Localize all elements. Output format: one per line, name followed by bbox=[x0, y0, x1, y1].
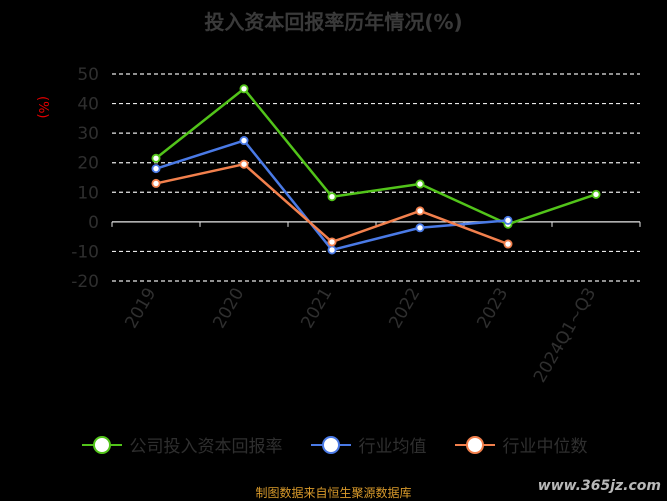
data-point-0 bbox=[327, 192, 337, 202]
legend-label-industry-mean: 行业均值 bbox=[358, 437, 427, 457]
data-point-2 bbox=[327, 237, 337, 247]
chart-title: 投入资本回报率历年情况(%) bbox=[204, 10, 463, 34]
series-line-2 bbox=[155, 162, 509, 246]
y-tick-label: 40 bbox=[77, 95, 99, 115]
data-point-0 bbox=[591, 189, 601, 199]
data-point-2 bbox=[239, 159, 249, 169]
legend-marker-industry-mean-icon bbox=[310, 435, 351, 454]
footer-source: 制图数据来自恒生聚源数据库 bbox=[255, 486, 412, 500]
data-point-1 bbox=[503, 215, 513, 225]
data-point-0 bbox=[415, 179, 425, 189]
y-tick-label: -10 bbox=[71, 242, 99, 262]
x-tick-label: 2021 bbox=[297, 285, 336, 332]
data-point-0 bbox=[239, 84, 249, 94]
legend-marker-company-icon bbox=[81, 435, 122, 454]
watermark: www.365jz.com bbox=[537, 478, 661, 494]
data-point-1 bbox=[415, 223, 425, 233]
y-tick-label: 30 bbox=[77, 124, 99, 144]
y-tick-label: 10 bbox=[77, 183, 99, 203]
data-point-2 bbox=[415, 206, 425, 216]
data-point-1 bbox=[151, 164, 161, 174]
y-tick-label: 20 bbox=[77, 154, 99, 174]
data-point-0 bbox=[151, 153, 161, 163]
x-tick-label: 2019 bbox=[121, 285, 160, 332]
data-point-1 bbox=[327, 245, 337, 255]
legend-item-company[interactable]: 公司投入资本回报率 bbox=[80, 432, 283, 457]
legend-item-industry-mean[interactable]: 行业均值 bbox=[309, 432, 427, 457]
data-point-1 bbox=[239, 136, 249, 146]
x-tick-label: 2022 bbox=[385, 285, 424, 332]
y-tick-label: 50 bbox=[77, 65, 99, 85]
legend-label-industry-median: 行业中位数 bbox=[502, 437, 588, 457]
x-tick-label: 2024Q1~Q3 bbox=[530, 285, 600, 387]
x-tick-label: 2023 bbox=[473, 285, 512, 332]
legend-label-company: 公司投入资本回报率 bbox=[129, 437, 283, 457]
x-tick-label: 2020 bbox=[209, 285, 248, 332]
data-point-2 bbox=[503, 239, 513, 249]
legend-marker-industry-median-icon bbox=[454, 435, 495, 454]
legend-item-industry-median[interactable]: 行业中位数 bbox=[453, 432, 588, 457]
y-tick-label: -20 bbox=[71, 272, 99, 292]
y-tick-label: 0 bbox=[88, 213, 99, 233]
legend: 公司投入资本回报率 行业均值 行业中位数 bbox=[0, 432, 667, 457]
series-line-0 bbox=[155, 87, 597, 226]
data-point-2 bbox=[151, 178, 161, 188]
